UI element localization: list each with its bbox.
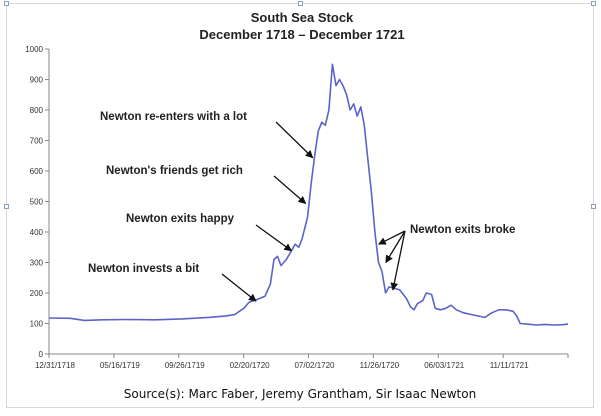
- x-tick-label: 07/02/1720: [294, 361, 335, 370]
- series-line: [48, 63, 569, 326]
- x-tick-label: 02/20/1720: [230, 361, 271, 370]
- annotation-arrow: [255, 224, 293, 252]
- y-tick-label: 700: [30, 137, 44, 146]
- x-tick-label: 11/26/1720: [360, 361, 400, 370]
- selection-handle-top-right[interactable]: [591, 1, 596, 6]
- chart-frame: [4, 1, 596, 408]
- annotation-arrow: [275, 121, 314, 159]
- annotation-arrow: [273, 175, 307, 205]
- annotation-label: Newton invests a bit: [88, 263, 199, 275]
- y-tick-label: 800: [30, 106, 44, 115]
- x-tick-label: 09/26/1719: [165, 361, 206, 370]
- annotation-arrow: [385, 230, 406, 264]
- annotation-label: Newton exits broke: [410, 224, 515, 236]
- chart-title: South Sea Stock: [251, 10, 354, 25]
- x-tick-label: 06/03/1721: [424, 361, 465, 370]
- y-tick-label: 600: [30, 167, 44, 176]
- annotation-label: Newton exits happy: [126, 213, 235, 225]
- annotations: Newton re-enters with a lot Newton's frie…: [88, 111, 515, 302]
- y-tick-label: 400: [30, 228, 44, 237]
- annotation-label: Newton re-enters with a lot: [100, 111, 247, 123]
- x-tick-label: 11/11/1721: [490, 361, 529, 370]
- selection-handle-middle-right[interactable]: [591, 204, 596, 209]
- selection-handle-middle-left[interactable]: [4, 204, 9, 209]
- plot-area: [48, 63, 569, 326]
- x-tick-label: 05/16/1719: [100, 361, 141, 370]
- chart-subtitle: December 1718 – December 1721: [199, 27, 404, 42]
- y-tick-label: 500: [30, 198, 44, 207]
- x-tick-label: 12/31/1718: [35, 361, 76, 370]
- annotation-label: Newton's friends get rich: [106, 165, 243, 177]
- y-tick-label: 900: [30, 76, 44, 85]
- y-axis: 0 100 200 300 400 500 600 700 800 900 1000: [25, 45, 50, 359]
- x-axis: 12/31/1718 05/16/1719 09/26/1719 02/20/1720…: [35, 353, 569, 370]
- source-caption: Source(s): Marc Faber, Jeremy Grantham, …: [124, 387, 476, 401]
- selection-handle-top-middle[interactable]: [298, 1, 303, 6]
- y-tick-label: 300: [30, 259, 44, 268]
- annotation-arrow: [390, 230, 406, 291]
- y-tick-label: 1000: [25, 45, 43, 54]
- y-tick-label: 200: [30, 289, 44, 298]
- annotation-arrow: [377, 230, 406, 245]
- annotation-arrow: [221, 273, 257, 302]
- y-tick-label: 0: [39, 350, 44, 359]
- y-tick-label: 100: [30, 320, 44, 329]
- selection-handle-top-left[interactable]: [4, 1, 9, 6]
